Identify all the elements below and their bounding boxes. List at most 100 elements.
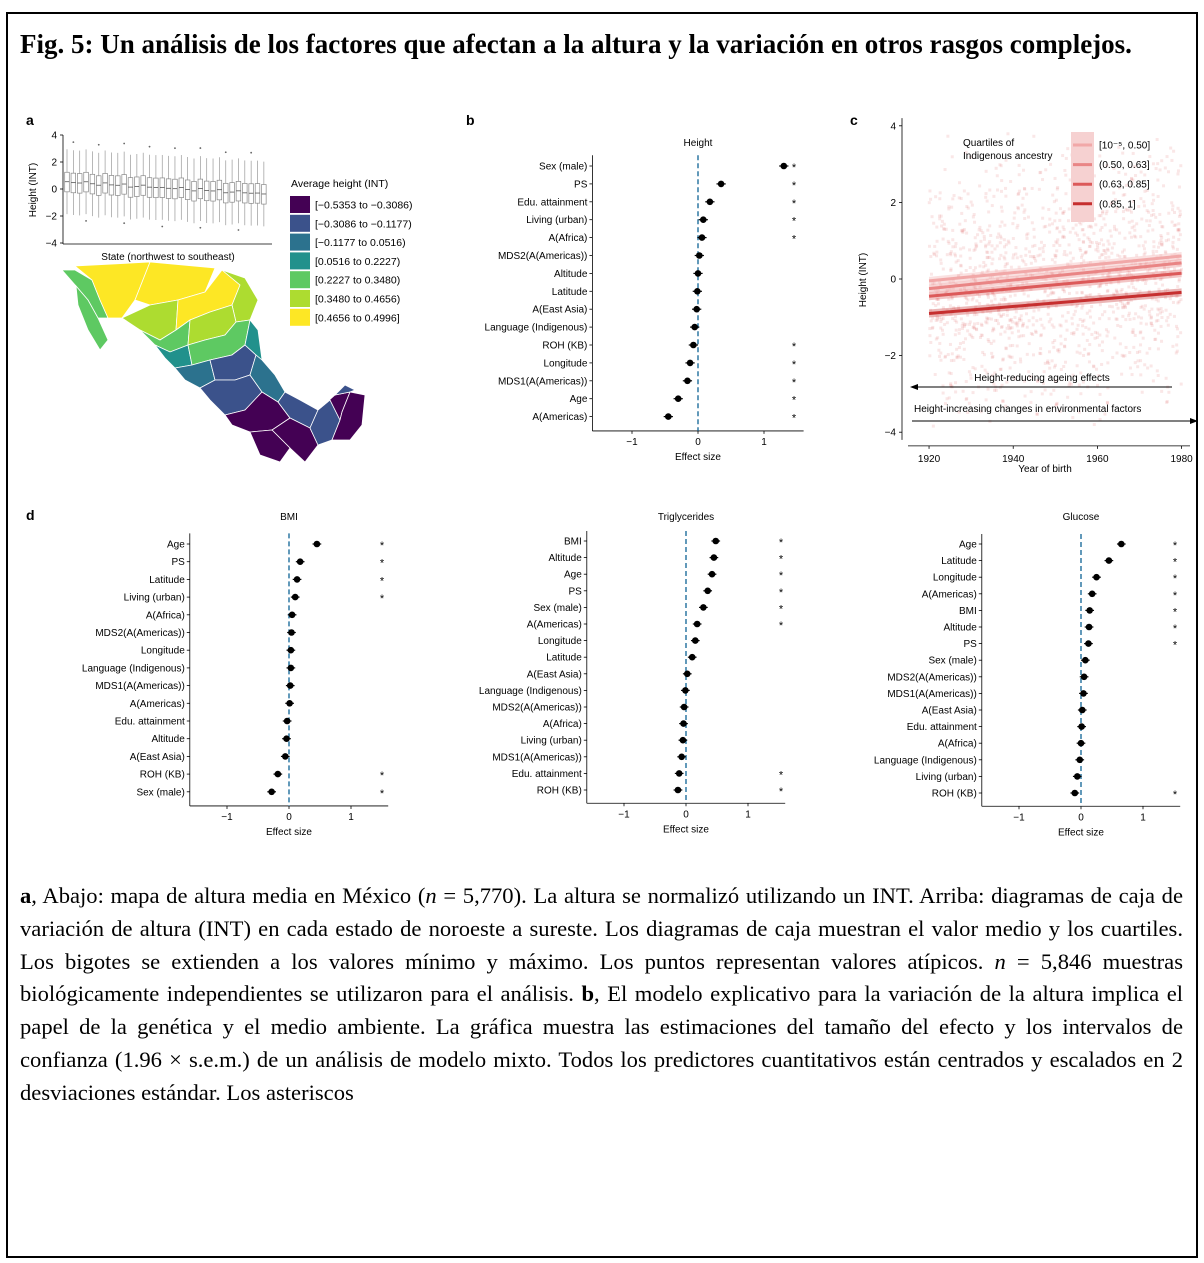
panel-c-point (1116, 253, 1120, 257)
chart-significance: * (380, 788, 385, 800)
panel-c-point (928, 327, 932, 331)
panel-c-point (984, 243, 988, 247)
panel-c-point (1002, 238, 1006, 242)
panel-c-point (1025, 192, 1029, 196)
panel-c-point (931, 282, 935, 286)
panel-c-point (998, 234, 1002, 238)
panel-c-point (1164, 239, 1168, 243)
chart-significance: * (792, 162, 797, 174)
panel-c-point (928, 334, 932, 338)
panel-c-point (954, 381, 958, 385)
panel-c-point (1123, 255, 1127, 259)
panel-c-point (973, 266, 977, 270)
chart-point (691, 323, 698, 331)
panel-c-point (1124, 318, 1128, 322)
panel-c-point (962, 324, 966, 328)
panel-c-point (1153, 338, 1157, 342)
panel-c-point (1042, 257, 1046, 261)
panel-c-point (1000, 325, 1004, 329)
panel-c-point (1019, 314, 1023, 318)
chart-significance: * (792, 180, 797, 192)
panel-c-point (969, 334, 973, 338)
panel-c-point (1175, 327, 1179, 331)
panel-c-point (1052, 244, 1056, 248)
panel-c-point (1092, 364, 1096, 368)
panel-c-point (999, 164, 1003, 168)
panel-c-point (1073, 309, 1077, 313)
panel-c-point (1136, 365, 1140, 369)
panel-c-point (1078, 247, 1082, 251)
panel-c-point (1150, 323, 1154, 327)
panel-c-point (1135, 222, 1139, 226)
panel-c-point (959, 288, 963, 292)
panel-c-point (1139, 235, 1143, 239)
panel-c-point (1043, 388, 1047, 392)
panel-c-point (1156, 162, 1160, 166)
panel-c-point (1105, 274, 1109, 278)
panel-c-point (1088, 261, 1092, 265)
panel-c-point (1115, 289, 1119, 293)
panel-c-point (1100, 349, 1104, 353)
panel-c-point (934, 337, 938, 341)
panel-c-point (990, 299, 994, 303)
panel-c-point (1046, 294, 1050, 298)
chart-significance: * (792, 341, 797, 353)
panel-c-point (984, 245, 988, 249)
panel-c-point (1088, 315, 1092, 319)
panel-c-point (990, 204, 994, 208)
panel-c-point (938, 217, 942, 221)
chart-significance: * (792, 395, 797, 407)
panel-c-point (1153, 277, 1157, 281)
panel-c-point (1089, 293, 1093, 297)
panel-c-point (1097, 214, 1101, 218)
panel-c-point (1005, 313, 1009, 317)
chart-category-label: ROH (KB) (542, 341, 587, 352)
panel-c-point (1156, 318, 1160, 322)
panel-c-point (1160, 389, 1164, 393)
panel-c-point (1167, 260, 1171, 264)
chart-category-label: MDS2(A(Americas)) (498, 251, 587, 262)
panel-c-point (966, 410, 970, 414)
panel-c-point (1097, 374, 1101, 378)
panel-c-point (986, 228, 990, 232)
panel-c-point (953, 245, 957, 249)
chart-x-tick-label: −1 (221, 812, 233, 823)
panel-c-point (1012, 253, 1016, 257)
chart-point (717, 180, 725, 188)
panel-c-point (952, 358, 956, 362)
chart-category-label: MDS2(A(Americas)) (95, 628, 184, 639)
panel-c-point (1003, 269, 1007, 273)
panel-c-point (1177, 279, 1181, 283)
panel-c-point (958, 181, 962, 185)
panel-c-point (986, 268, 990, 272)
panel-c-point (1146, 366, 1150, 370)
panel-c-point (1148, 219, 1152, 223)
panel-c-point (997, 309, 1001, 313)
panel-c-point (1007, 302, 1011, 306)
panel-c-point (984, 263, 988, 267)
chart-category-label: A(East Asia) (532, 305, 587, 316)
figure-title: Fig. 5: Un análisis de los factores que … (20, 29, 1132, 59)
panel-c-point (1171, 208, 1175, 212)
panel-c-point (964, 150, 968, 154)
panel-c-point (1011, 222, 1015, 226)
panel-c-point (1002, 296, 1006, 300)
panel-c-point (1171, 204, 1175, 208)
panel-c-point (1166, 170, 1170, 174)
panel-c-point (1146, 269, 1150, 273)
panel-c-point (1022, 306, 1026, 310)
panel-c-point (1010, 331, 1014, 335)
panel-c-point (1047, 361, 1051, 365)
panel-c-point (958, 222, 962, 226)
panel-c-legend-label: (0.63, 0.85] (1099, 180, 1150, 191)
chart-point (706, 198, 714, 206)
panel-c-point (1127, 311, 1131, 315)
panel-c-point (1051, 193, 1055, 197)
panel-c-point (950, 352, 954, 356)
chart-point (692, 637, 699, 644)
panel-c-point (1041, 250, 1045, 254)
panel-c-point (1142, 204, 1146, 208)
chart-point (274, 770, 282, 778)
panel-c-point (1152, 240, 1156, 244)
panel-c-point (952, 194, 956, 198)
